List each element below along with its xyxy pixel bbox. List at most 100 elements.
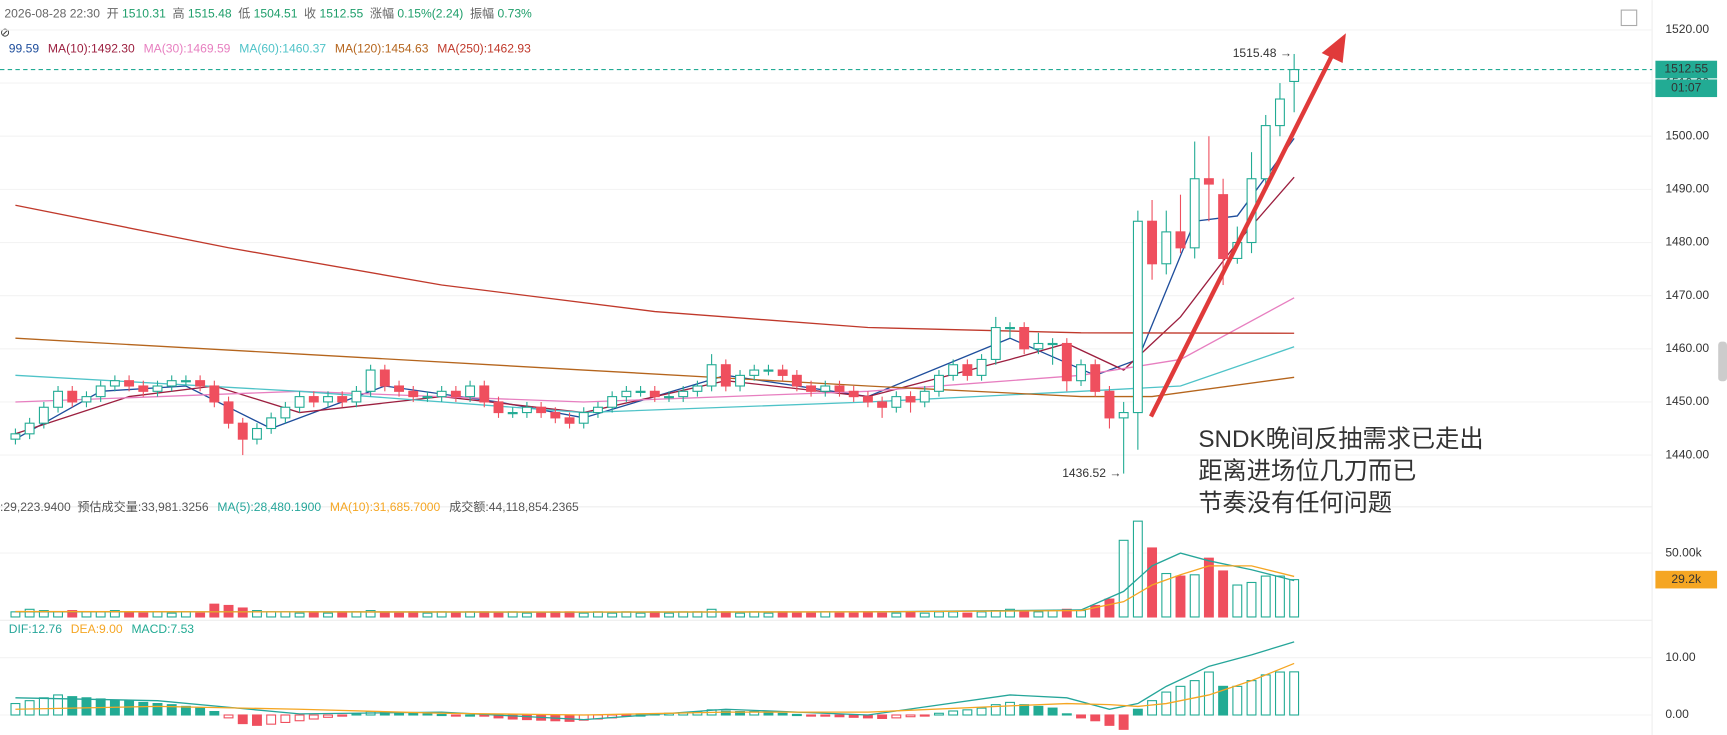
legend: :29,223.9400 预估成交量:33,981.3256 MA(5):28,48… xyxy=(0,499,579,514)
volume-bar xyxy=(95,611,106,618)
macd-bar xyxy=(507,714,518,720)
candle-body xyxy=(1132,220,1143,414)
volume-bar xyxy=(891,612,902,618)
volume-bar xyxy=(294,612,305,618)
header-label: 收 xyxy=(304,7,316,21)
candle-body xyxy=(1019,326,1030,350)
volume-bar xyxy=(948,611,959,618)
header-time: 2026-08-28 22:30 xyxy=(4,7,100,21)
candle-body xyxy=(592,406,603,414)
candle-body xyxy=(806,385,817,392)
macd-bar xyxy=(820,714,831,717)
y-tick-label: 1520.00 xyxy=(1665,22,1709,36)
macd-bar xyxy=(308,714,319,720)
volume-bar xyxy=(266,611,277,618)
header-label: 低 xyxy=(238,7,250,21)
volume-bar xyxy=(53,611,64,618)
candle-body xyxy=(166,380,177,387)
candle-body xyxy=(735,374,745,387)
indicator-line xyxy=(15,565,1295,613)
volume-bar xyxy=(1175,575,1186,618)
macd-bar xyxy=(1260,674,1271,716)
candle-body xyxy=(180,380,191,383)
macd-bar xyxy=(237,714,248,725)
volume-bar xyxy=(38,610,49,618)
expand-icon[interactable] xyxy=(1620,9,1638,27)
macd-bar xyxy=(806,714,817,717)
candle-body xyxy=(81,396,92,403)
candle-body xyxy=(237,422,248,440)
header-value: 0.73% xyxy=(497,7,532,21)
candle-body xyxy=(38,406,49,424)
candle-body xyxy=(1090,364,1101,392)
ohlc-header: 2026-08-28 22:30 开 1510.31 高 1515.48 低 1504.51… xyxy=(4,6,532,21)
volume-bar xyxy=(735,612,745,618)
volume-bar xyxy=(521,612,532,618)
note-text: 距离进场位几刀而已 xyxy=(1198,458,1416,485)
macd-bar xyxy=(834,714,845,718)
volume-bar xyxy=(1232,584,1243,618)
y-tick-label: 1450.00 xyxy=(1665,394,1709,408)
macd-bar xyxy=(351,713,362,716)
candle-body xyxy=(379,369,390,387)
header-value: 1510.31 xyxy=(122,7,166,21)
volume-bar xyxy=(450,612,461,618)
volume-bar xyxy=(1090,604,1101,618)
macd-bar xyxy=(1132,708,1143,716)
macd-bar xyxy=(223,714,234,719)
volume-bar xyxy=(152,611,163,618)
macd-bar xyxy=(720,710,731,716)
volume-bar xyxy=(209,603,220,618)
candle-body xyxy=(422,396,433,399)
volume-bar xyxy=(280,611,291,618)
macd-bar xyxy=(919,714,930,717)
candle-body xyxy=(351,390,362,403)
last-price-tag xyxy=(1655,60,1718,79)
scroll-handle[interactable] xyxy=(1718,341,1727,382)
candle-body xyxy=(834,385,845,392)
volume-bar xyxy=(635,612,646,618)
note-text: 节奏没有任何问题 xyxy=(1198,490,1392,517)
indicator-line xyxy=(15,337,1295,398)
candle-body xyxy=(1005,326,1015,330)
volume-bar xyxy=(848,612,859,618)
candle-body xyxy=(195,380,206,387)
y-tick-label: 0.00 xyxy=(1665,707,1689,721)
candle-body xyxy=(109,380,120,387)
volume-bar xyxy=(834,612,845,618)
candle-body xyxy=(450,390,461,398)
macd-bar xyxy=(1061,713,1072,716)
macd-bar xyxy=(1274,671,1285,716)
volume-bar xyxy=(536,612,547,618)
volume-bar xyxy=(166,612,177,618)
volume-bar xyxy=(109,610,120,618)
candle-body xyxy=(266,417,277,430)
candle-body xyxy=(678,390,689,398)
y-tick-label: 1460.00 xyxy=(1665,341,1709,355)
candle-body xyxy=(323,396,333,403)
indicator-line xyxy=(15,662,1295,716)
header-value: 1515.48 xyxy=(188,7,232,21)
macd-bar xyxy=(1232,685,1243,716)
candle-body xyxy=(436,390,447,398)
volume-bar xyxy=(1076,610,1086,618)
candle-body xyxy=(24,422,35,435)
volume-bar xyxy=(1104,598,1115,618)
volume-bar xyxy=(962,612,973,618)
macd-bar xyxy=(465,714,476,717)
candle-body xyxy=(152,385,163,392)
macd-bar xyxy=(791,713,802,717)
legend-text: MACD:7.53 xyxy=(131,622,194,636)
candle-body xyxy=(635,390,646,393)
macd-bar xyxy=(24,700,35,716)
volume-bar xyxy=(1246,581,1257,618)
volume-bar xyxy=(1033,611,1044,618)
candle-body xyxy=(1104,390,1115,419)
macd-bar xyxy=(436,713,447,717)
candle-body xyxy=(664,396,674,399)
header-label: 开 xyxy=(107,7,119,21)
candle-body xyxy=(763,369,774,372)
candle-body xyxy=(408,390,419,398)
candle-body xyxy=(1061,342,1072,382)
